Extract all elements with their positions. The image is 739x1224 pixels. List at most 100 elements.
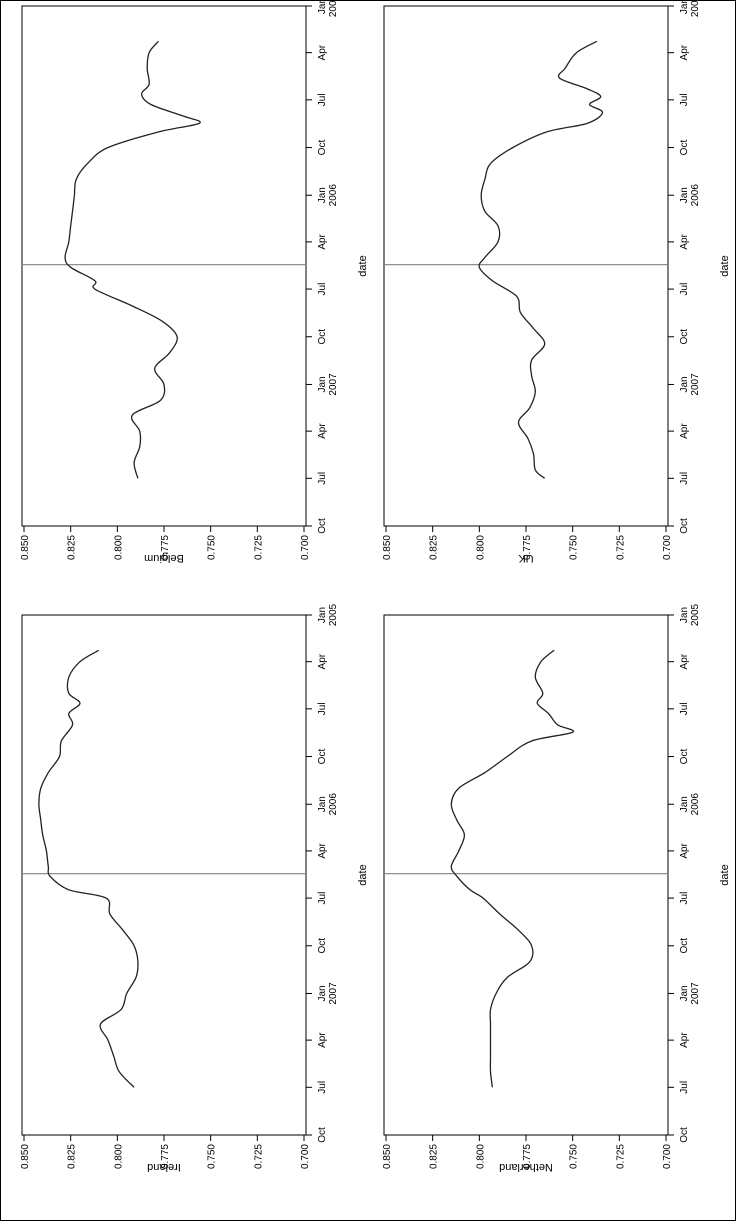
x-tick-year-label: 2007: [328, 982, 339, 1005]
x-axis-label: date: [719, 255, 731, 276]
plot-box: [383, 614, 669, 1136]
y-axis-label: Ireland: [147, 1161, 181, 1173]
x-tick-year-label: 2006: [328, 793, 339, 816]
x-tick-label: Oct: [679, 749, 690, 765]
x-tick-label: Jan: [679, 796, 690, 812]
x-tick-label: Jul: [317, 93, 328, 106]
y-tick-label: 0.775: [522, 535, 533, 560]
y-tick-label: 0.725: [253, 535, 264, 560]
x-tick-year-label: 2007: [690, 373, 701, 396]
series-line: [38, 649, 139, 1088]
x-tick-label: Jul: [679, 702, 690, 715]
y-tick-label: 0.750: [569, 1144, 580, 1169]
x-tick-year-label: 2006: [690, 184, 701, 207]
x-tick-year-label: 2006: [690, 793, 701, 816]
x-tick-label: Oct: [317, 140, 328, 156]
x-tick-label: Apr: [679, 423, 690, 439]
y-tick-label: 0.725: [615, 1144, 626, 1169]
y-tick-label: 0.775: [160, 1144, 171, 1169]
x-tick-label: Apr: [317, 842, 328, 858]
y-tick-label: 0.700: [300, 1144, 311, 1169]
x-tick-label: Jul: [317, 702, 328, 715]
x-tick-label: Jan: [317, 607, 328, 623]
y-tick-label: 0.825: [429, 1144, 440, 1169]
x-tick-label: Oct: [679, 938, 690, 954]
plot-box: [21, 5, 307, 527]
x-tick-label: Jul: [679, 93, 690, 106]
series-line: [478, 40, 604, 479]
x-tick-label: Jan: [317, 187, 328, 203]
series-line: [450, 649, 575, 1088]
x-tick-label: Oct: [317, 1127, 328, 1143]
x-tick-label: Jul: [679, 1081, 690, 1094]
plot-box: [383, 5, 669, 527]
x-tick-label: Jan: [317, 985, 328, 1001]
x-tick-label: Jul: [317, 283, 328, 296]
y-tick-label: 0.700: [662, 535, 673, 560]
y-axis-label: UK: [518, 552, 534, 564]
x-tick-label: Oct: [317, 329, 328, 345]
y-tick-label: 0.750: [569, 535, 580, 560]
x-tick-year-label: 2005: [328, 603, 339, 626]
x-tick-label: Apr: [679, 1032, 690, 1048]
x-tick-label: Apr: [317, 1032, 328, 1048]
x-tick-label: Apr: [317, 653, 328, 669]
x-tick-year-label: 2007: [690, 982, 701, 1005]
x-tick-year-label: 2005: [328, 0, 339, 17]
y-axis-label: Belgium: [144, 552, 184, 564]
y-axis-label: Netherland: [499, 1161, 553, 1173]
x-tick-label: Jul: [317, 472, 328, 485]
x-tick-label: Oct: [679, 140, 690, 156]
panel-belgium: 0.850 0.825 0.800 0.775 0.750 0.725 0.700 Belgi…: [20, 0, 369, 564]
x-tick-label: Apr: [317, 423, 328, 439]
x-tick-label: Jul: [679, 472, 690, 485]
panel-uk: 0.850 0.825 0.800 0.775 0.750 0.725 0.700 UK Jan…: [382, 0, 731, 564]
x-tick-label: Apr: [679, 842, 690, 858]
x-tick-year-label: 2006: [328, 184, 339, 207]
x-axis-label: date: [719, 864, 731, 885]
y-tick-label: 0.850: [20, 535, 31, 560]
x-tick-label: Jan: [679, 985, 690, 1001]
y-tick-label: 0.800: [113, 535, 124, 560]
x-tick-label: Apr: [679, 233, 690, 249]
x-tick-label: Apr: [317, 44, 328, 60]
x-tick-label: Jan: [679, 376, 690, 392]
y-tick-label: 0.700: [662, 1144, 673, 1169]
y-tick-label: 0.725: [253, 1144, 264, 1169]
x-tick-year-label: 2005: [690, 603, 701, 626]
x-tick-label: Oct: [317, 938, 328, 954]
x-tick-label: Oct: [679, 1127, 690, 1143]
x-tick-label: Jan: [679, 607, 690, 623]
y-tick-label: 0.825: [429, 535, 440, 560]
y-tick-label: 0.850: [20, 1144, 31, 1169]
y-tick-label: 0.700: [300, 535, 311, 560]
x-tick-label: Jan: [679, 187, 690, 203]
x-axis-label: date: [357, 864, 369, 885]
panel-netherland: 0.850 0.825 0.800 0.775 0.750 0.725 0.700 Nethe…: [382, 603, 731, 1173]
x-tick-label: Jan: [317, 0, 328, 14]
x-tick-label: Apr: [317, 233, 328, 249]
y-tick-label: 0.825: [67, 1144, 78, 1169]
y-tick-label: 0.750: [207, 1144, 218, 1169]
x-tick-year-label: 2005: [690, 0, 701, 17]
x-tick-label: Jan: [317, 376, 328, 392]
x-tick-label: Jul: [317, 892, 328, 905]
y-tick-label: 0.800: [475, 1144, 486, 1169]
y-tick-label: 0.800: [113, 1144, 124, 1169]
plot-box: [21, 614, 307, 1136]
y-tick-label: 0.825: [67, 535, 78, 560]
y-tick-label: 0.775: [522, 1144, 533, 1169]
y-tick-label: 0.775: [160, 535, 171, 560]
x-tick-label: Oct: [317, 749, 328, 765]
x-axis-label: date: [357, 255, 369, 276]
series-line: [64, 40, 201, 479]
x-tick-label: Oct: [317, 518, 328, 534]
x-tick-label: Oct: [679, 518, 690, 534]
x-tick-label: Oct: [679, 329, 690, 345]
y-tick-label: 0.725: [615, 535, 626, 560]
x-tick-label: Jan: [317, 796, 328, 812]
x-tick-label: Apr: [679, 44, 690, 60]
x-tick-label: Jul: [679, 892, 690, 905]
